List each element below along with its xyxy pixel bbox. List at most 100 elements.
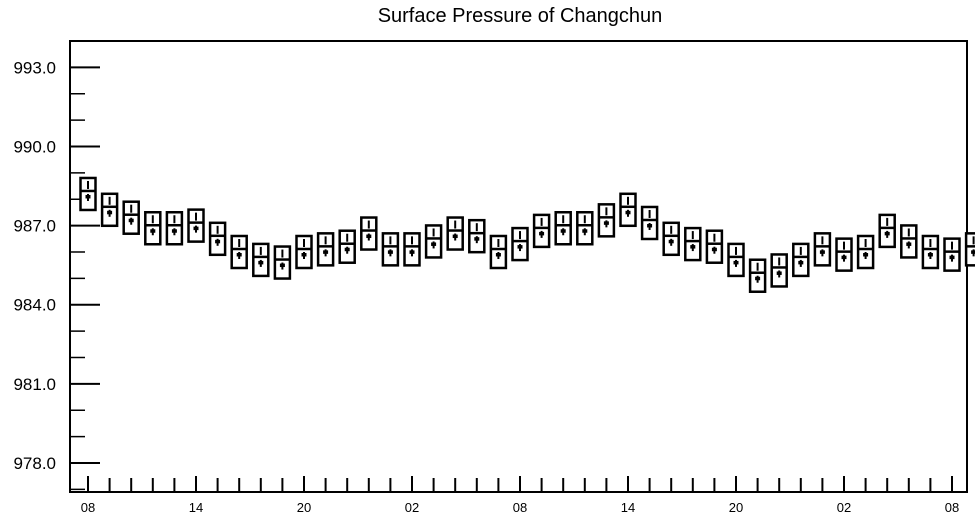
- box-mark: [403, 232, 421, 267]
- box-mark: [511, 226, 529, 262]
- y-axis: 978.0 981.0 984.0 987.0 990.0 993.0: [13, 40, 100, 491]
- box-mark: [489, 234, 508, 270]
- box-mark: [165, 211, 184, 246]
- y-tick-label: 984.0: [13, 296, 56, 315]
- box-mark: [921, 234, 940, 270]
- x-axis: 08 14 20 02 08 14 20 02 08: [81, 476, 959, 515]
- box-mark: [424, 224, 443, 259]
- median-marker: [323, 250, 329, 254]
- x-tick-label: 20: [729, 500, 743, 515]
- box-mark: [122, 200, 140, 235]
- median-marker: [258, 260, 264, 265]
- box-mark: [554, 211, 572, 246]
- x-tick-label: 08: [513, 500, 527, 515]
- median-marker: [85, 194, 91, 199]
- median-marker: [755, 276, 761, 281]
- box-mark: [295, 234, 313, 270]
- box-outline: [964, 232, 975, 267]
- median-marker: [711, 247, 717, 252]
- box-mark: [835, 237, 853, 272]
- median-marker: [625, 210, 631, 215]
- median-marker: [431, 242, 437, 246]
- median-marker: [495, 252, 501, 257]
- x-tick-label: 14: [189, 500, 203, 515]
- box-mark: [360, 216, 378, 251]
- median-marker: [949, 255, 955, 260]
- median-marker: [452, 234, 458, 239]
- x-tick-label: 08: [81, 500, 95, 515]
- median-marker: [971, 250, 975, 254]
- box-mark: [878, 213, 896, 249]
- y-tick-label: 981.0: [13, 375, 56, 394]
- box-mark: [252, 242, 270, 278]
- median-marker: [690, 245, 696, 249]
- box-mark: [144, 211, 162, 246]
- median-marker: [301, 252, 307, 257]
- median-marker: [279, 263, 285, 268]
- x-tick-label: 14: [621, 500, 635, 515]
- box-mark: [230, 234, 248, 270]
- plot-frame: [69, 40, 968, 493]
- median-marker: [927, 252, 933, 257]
- median-marker: [603, 221, 609, 225]
- box-mark: [100, 192, 119, 228]
- median-marker: [798, 260, 804, 265]
- box-mark: [943, 237, 961, 272]
- box-series: [79, 176, 975, 293]
- box-mark: [576, 211, 594, 246]
- box-mark: [770, 253, 788, 288]
- box-mark: [684, 226, 702, 262]
- box-mark: [727, 242, 745, 278]
- median-marker: [560, 229, 566, 233]
- median-marker: [884, 231, 890, 236]
- median-marker: [582, 229, 588, 233]
- median-marker: [387, 250, 393, 254]
- median-marker: [539, 231, 545, 236]
- box-mark: [900, 224, 918, 259]
- median-marker: [171, 229, 177, 233]
- box-mark: [273, 245, 292, 280]
- box-mark: [640, 205, 659, 241]
- x-tick-label: 20: [297, 500, 311, 515]
- median-marker: [409, 250, 415, 254]
- box-mark: [662, 221, 680, 257]
- median-marker: [863, 252, 869, 257]
- box-mark: [446, 216, 464, 251]
- box-mark: [813, 232, 832, 267]
- chart-title: Surface Pressure of Changchun: [378, 5, 663, 27]
- box-mark: [792, 242, 810, 278]
- median-marker: [236, 252, 242, 257]
- median-marker: [841, 255, 847, 260]
- box-mark: [79, 176, 97, 212]
- box-mark: [532, 213, 551, 249]
- box-mark: [338, 229, 356, 264]
- box-mark: [381, 232, 400, 267]
- box-mark: [705, 229, 724, 264]
- median-marker: [733, 260, 739, 265]
- box-mark: [208, 221, 227, 257]
- median-marker: [819, 250, 825, 254]
- median-marker: [107, 210, 113, 215]
- median-marker: [517, 245, 523, 249]
- box-mark: [748, 258, 767, 293]
- box-mark: [619, 192, 637, 228]
- median-marker: [668, 239, 674, 244]
- box-mark: [468, 218, 486, 254]
- y-tick-label: 990.0: [13, 137, 56, 156]
- x-tick-label: 02: [837, 500, 851, 515]
- x-tick-label: 02: [405, 500, 419, 515]
- box-mark: [597, 203, 616, 238]
- y-tick-label: 993.0: [13, 58, 56, 77]
- median-marker: [128, 218, 134, 223]
- median-marker: [150, 229, 156, 233]
- median-marker: [366, 234, 372, 239]
- median-marker: [647, 223, 653, 228]
- y-tick-label: 987.0: [13, 217, 56, 236]
- box-mark: [316, 232, 335, 267]
- y-tick-label: 978.0: [13, 454, 56, 473]
- median-marker: [193, 226, 199, 231]
- median-marker: [776, 271, 782, 275]
- median-marker: [474, 237, 480, 241]
- x-tick-label: 08: [945, 500, 959, 515]
